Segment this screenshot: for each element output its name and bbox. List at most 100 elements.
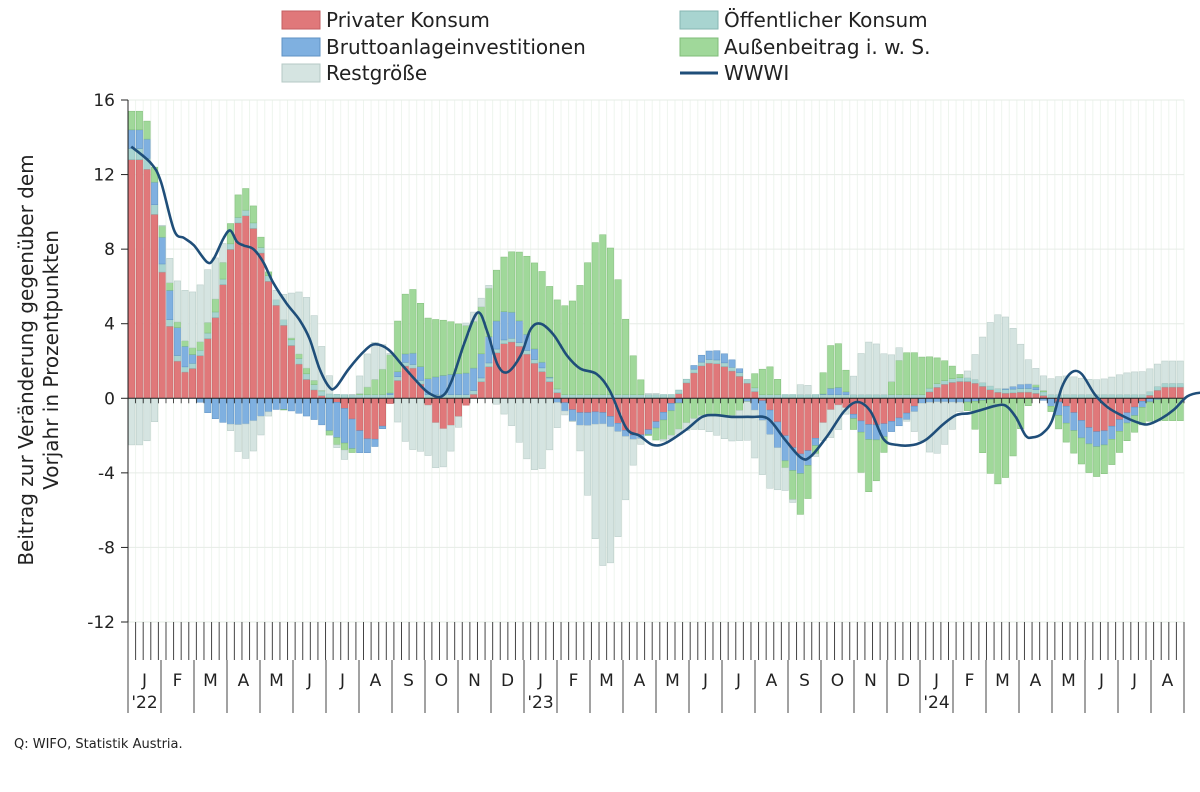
bar-segment-external bbox=[986, 399, 994, 474]
y-tick-label: -8 bbox=[98, 538, 115, 558]
bar-segment-investment bbox=[462, 372, 470, 395]
bar-segment-investment bbox=[1108, 425, 1116, 440]
bar-segment-public bbox=[531, 359, 538, 364]
bar-segment-private bbox=[1123, 398, 1131, 414]
bar-segment-external bbox=[1024, 398, 1032, 406]
bar-segment-public bbox=[599, 394, 607, 399]
gridlines bbox=[127, 99, 1185, 623]
bar-segment-private bbox=[850, 398, 857, 415]
bar-segment-investment bbox=[926, 398, 933, 403]
bar-segment-external bbox=[926, 356, 933, 389]
bar-segment-investment bbox=[956, 398, 964, 403]
bar-segment-residual bbox=[774, 447, 782, 491]
bar-segment-residual bbox=[1115, 374, 1123, 395]
bar-segment-external bbox=[493, 269, 500, 322]
month-label: J bbox=[1098, 671, 1104, 691]
bar-segment-private bbox=[720, 366, 728, 399]
bar-segment-private bbox=[477, 381, 485, 399]
bar-segment-residual bbox=[515, 398, 523, 443]
bar-segment-external bbox=[181, 340, 189, 347]
month-label: F bbox=[569, 671, 579, 691]
bar-segment-residual bbox=[310, 315, 318, 381]
bar-segment-private bbox=[356, 398, 364, 431]
bar-segment-external bbox=[1100, 444, 1108, 474]
bar-segment-private bbox=[698, 365, 706, 399]
bar-segment-public bbox=[151, 204, 159, 215]
bar-segment-residual bbox=[1070, 376, 1078, 395]
bar-segment-investment bbox=[531, 348, 538, 360]
bar-segment-public bbox=[348, 394, 356, 399]
bar-segment-private bbox=[409, 367, 417, 399]
bar-segment-public bbox=[1017, 388, 1025, 393]
bar-segment-investment bbox=[812, 438, 819, 446]
bar-segment-private bbox=[964, 381, 971, 399]
bar-segment-public bbox=[1040, 391, 1047, 396]
bar-segment-private bbox=[371, 398, 379, 440]
bar-segment-external bbox=[827, 345, 835, 389]
bar-segment-public bbox=[1138, 394, 1146, 399]
bar-segment-residual bbox=[781, 467, 789, 491]
month-label: O bbox=[435, 671, 448, 691]
bar-segment-private bbox=[827, 398, 835, 410]
bar-segment-external bbox=[333, 437, 341, 446]
bar-segment-public bbox=[728, 367, 736, 372]
bar-segment-residual bbox=[531, 398, 538, 470]
bar-segment-investment bbox=[287, 398, 295, 412]
bar-segment-public bbox=[287, 339, 295, 346]
bar-segment-residual bbox=[660, 439, 668, 442]
bar-segment-public bbox=[515, 342, 523, 347]
bar-segment-investment bbox=[933, 398, 941, 403]
bar-segment-public bbox=[751, 387, 759, 392]
y-tick-label: 12 bbox=[93, 166, 115, 186]
bar-segment-investment bbox=[941, 398, 949, 403]
bar-segment-external bbox=[1062, 422, 1070, 443]
legend-swatch-public bbox=[679, 10, 719, 30]
bar-segment-public bbox=[576, 394, 584, 399]
month-label: J bbox=[537, 671, 543, 691]
bar-segment-public bbox=[310, 384, 318, 391]
bar-segment-investment bbox=[644, 429, 652, 435]
month-label: S bbox=[799, 671, 810, 691]
bar-segment-private bbox=[948, 382, 956, 399]
bar-segment-investment bbox=[196, 398, 204, 403]
bar-segment-residual bbox=[789, 499, 797, 503]
bar-segment-public bbox=[705, 359, 713, 364]
x-axis: J F M A M J J A S O N D J F M A M J J A S O N D J F M A M J J A'22'23'2… bbox=[127, 622, 1185, 713]
bar-segment-residual bbox=[736, 410, 744, 441]
bar-segment-investment bbox=[584, 412, 592, 426]
bar-segment-private bbox=[447, 398, 455, 426]
bar-segment-private bbox=[834, 398, 842, 406]
bar-segment-private bbox=[667, 398, 675, 404]
bar-segment-private bbox=[979, 386, 987, 399]
bar-segment-investment bbox=[690, 365, 698, 370]
bar-segment-private bbox=[295, 363, 303, 399]
bar-segment-residual bbox=[705, 414, 713, 433]
bar-segment-residual bbox=[439, 428, 447, 468]
bar-segment-private bbox=[310, 389, 318, 399]
bar-segment-external bbox=[819, 372, 827, 395]
bar-segment-private bbox=[196, 355, 204, 399]
bar-segment-private bbox=[941, 384, 949, 399]
bar-segment-investment bbox=[751, 398, 759, 411]
bar-segment-external bbox=[211, 298, 219, 313]
bar-segment-public bbox=[584, 394, 592, 399]
bar-segment-residual bbox=[500, 398, 508, 415]
bar-segment-residual bbox=[1093, 379, 1101, 395]
bar-segment-public bbox=[736, 372, 744, 377]
bar-segment-external bbox=[348, 448, 356, 453]
bar-segment-investment bbox=[409, 352, 417, 365]
bar-segment-private bbox=[713, 363, 721, 399]
bar-segment-residual bbox=[432, 422, 440, 469]
bar-segment-residual bbox=[872, 343, 880, 395]
month-label: J bbox=[1131, 671, 1137, 691]
bar-segment-investment bbox=[272, 398, 280, 410]
bar-segment-external bbox=[948, 365, 956, 379]
bar-segment-private bbox=[1032, 393, 1040, 399]
y-tick-label: 16 bbox=[93, 91, 115, 111]
bar-segment-investment bbox=[493, 320, 500, 350]
bar-segment-investment bbox=[910, 405, 918, 412]
month-label: J bbox=[141, 671, 147, 691]
bar-segment-external bbox=[606, 247, 614, 395]
bar-segment-public bbox=[1009, 388, 1017, 394]
bar-segment-private bbox=[257, 252, 265, 399]
